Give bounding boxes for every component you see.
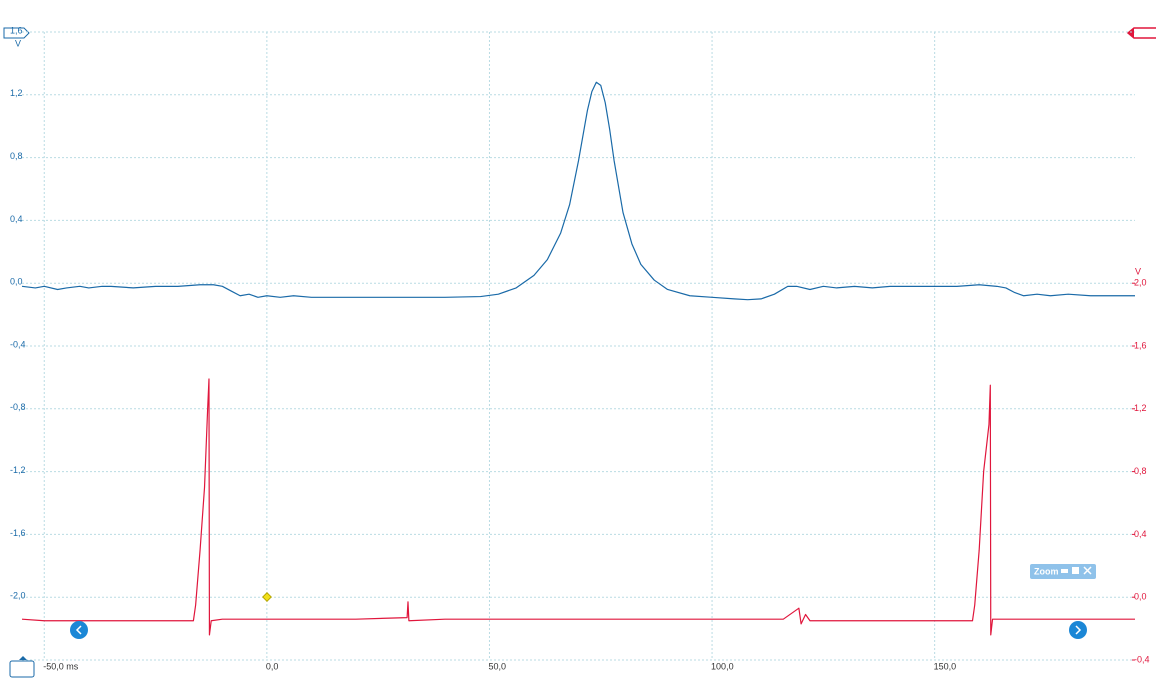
x-tick-label: 100,0 <box>711 661 734 671</box>
y2-tick-label: -0,4 <box>1134 654 1150 664</box>
y-unit: V <box>15 38 21 48</box>
y2-unit: V <box>1135 266 1141 276</box>
nav-right-icon <box>1075 625 1082 635</box>
y-tick-label: -0,4 <box>10 339 26 349</box>
zoom-label: Zoom <box>1034 566 1059 576</box>
y-tick-label: -1,2 <box>10 465 26 475</box>
channel-a-badge[interactable] <box>3 27 30 39</box>
nav-left-button[interactable] <box>70 621 88 639</box>
nav-right-button[interactable] <box>1069 621 1087 639</box>
y2-tick-label: 1,6 <box>1134 340 1147 350</box>
y-tick-label: -0,8 <box>10 402 26 412</box>
y-tick-label: 1,6 <box>10 25 23 35</box>
y2-tick-label: 1,2 <box>1134 403 1147 413</box>
y2-tick-label: 0,0 <box>1134 592 1147 602</box>
series-line <box>21 378 1135 636</box>
y-tick-label: -2,0 <box>10 591 26 601</box>
x-tick-label: 150,0 <box>934 661 957 671</box>
zoom-minimize[interactable] <box>1061 569 1068 573</box>
channel-b-arrow <box>1128 28 1134 38</box>
y-tick-label: 0,0 <box>10 277 23 287</box>
y-tick-label: 1,2 <box>10 88 23 98</box>
series-line <box>21 81 1135 301</box>
zoom-restore[interactable] <box>1072 567 1079 574</box>
nav-left-icon <box>75 625 82 635</box>
x-tick-label: 50,0 <box>488 661 506 671</box>
y2-tick-label: 0,8 <box>1134 466 1147 476</box>
x-tick-label: -50,0 ms <box>43 661 79 671</box>
y-tick-label: 0,4 <box>10 214 23 224</box>
trigger-marker[interactable] <box>262 592 272 602</box>
y-tick-label: 0,8 <box>10 151 23 161</box>
axis-control-arrow <box>19 656 27 660</box>
axis-control[interactable] <box>9 660 35 678</box>
y-tick-label: -1,6 <box>10 528 26 538</box>
x-tick-label: 0,0 <box>266 661 279 671</box>
y2-tick-label: 2,0 <box>1134 278 1147 288</box>
zoom-close[interactable] <box>1083 566 1092 575</box>
y2-tick-label: 0,4 <box>1134 529 1147 539</box>
